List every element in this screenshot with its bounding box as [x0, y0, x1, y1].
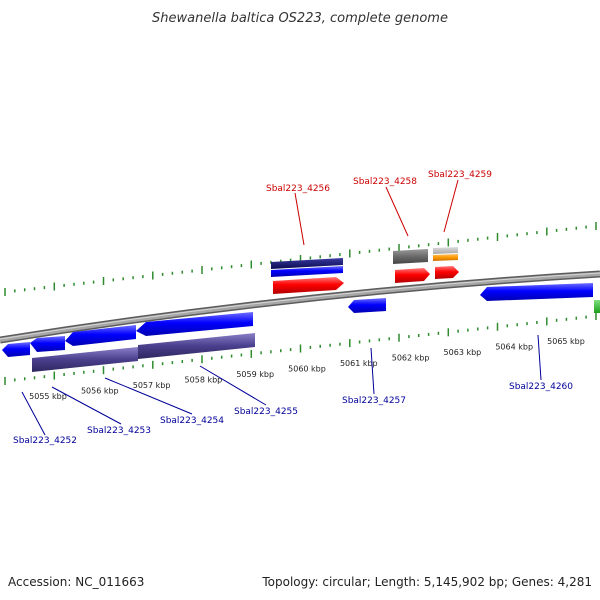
gene-Sbal223_4258-gray[interactable] — [393, 249, 428, 264]
inner-tick-track — [4, 312, 597, 385]
gene-label-Sbal223_4254[interactable]: Sbal223_4254 — [160, 416, 224, 426]
accession-text: Accession: NC_011663 — [8, 575, 144, 589]
kbp-label: 5060 kbp — [288, 365, 326, 374]
gene-label-Sbal223_4260[interactable]: Sbal223_4260 — [509, 382, 573, 392]
kbp-label: 5056 kbp — [81, 387, 119, 396]
reverse-strand-genes — [2, 283, 600, 372]
gene-Sbal223_4259[interactable] — [435, 266, 459, 279]
kbp-label: 5064 kbp — [495, 343, 533, 352]
kbp-scale: 5055 kbp 5056 kbp 5057 kbp 5058 kbp 5059 kbp… — [29, 337, 585, 401]
kbp-label: 5062 kbp — [392, 354, 430, 363]
outer-tick-track — [4, 222, 597, 296]
gene-Sbal223_4256-a[interactable] — [271, 258, 343, 269]
gene-purple-b[interactable] — [138, 333, 255, 359]
kbp-label: 5057 kbp — [133, 381, 171, 390]
gene-purple-a[interactable] — [32, 347, 138, 372]
gene-label-Sbal223_4252[interactable]: Sbal223_4252 — [13, 436, 77, 446]
gene-Sbal223_4259-orange[interactable] — [433, 254, 458, 261]
gene-Sbal223_4257[interactable] — [348, 298, 386, 313]
gene-labels: Sbal223_4256 Sbal223_4258 Sbal223_4259 S… — [13, 170, 573, 446]
gene-label-Sbal223_4258[interactable]: Sbal223_4258 — [353, 177, 417, 187]
genome-backbone — [0, 270, 600, 344]
kbp-label: 5058 kbp — [185, 376, 223, 385]
gene-label-Sbal223_4256[interactable]: Sbal223_4256 — [266, 184, 330, 194]
gene-label-Sbal223_4255[interactable]: Sbal223_4255 — [234, 407, 298, 417]
gene-Sbal223_4260[interactable] — [480, 283, 593, 301]
gene-Sbal223_4256-b[interactable] — [271, 266, 343, 277]
forward-strand-genes — [271, 247, 459, 294]
genome-title: Shewanella baltica OS223, complete genom… — [152, 11, 448, 26]
genome-summary-text: Topology: circular; Length: 5,145,902 bp… — [261, 575, 592, 589]
kbp-label: 5059 kbp — [236, 370, 274, 379]
gene-Sbal223_4255[interactable] — [136, 312, 253, 336]
gene-Sbal223_4253[interactable] — [30, 336, 65, 352]
kbp-label: 5063 kbp — [444, 348, 482, 357]
kbp-label: 5055 kbp — [29, 392, 67, 401]
gene-label-Sbal223_4257[interactable]: Sbal223_4257 — [342, 396, 406, 406]
gene-green-edge[interactable] — [594, 300, 600, 313]
gene-label-Sbal223_4253[interactable]: Sbal223_4253 — [87, 426, 151, 436]
kbp-label: 5065 kbp — [547, 337, 585, 346]
gene-Sbal223_4256[interactable] — [273, 277, 344, 294]
gene-Sbal223_4252[interactable] — [2, 342, 30, 357]
gene-Sbal223_4254[interactable] — [65, 325, 136, 346]
gene-Sbal223_4259-light[interactable] — [433, 247, 458, 254]
gene-label-Sbal223_4259[interactable]: Sbal223_4259 — [428, 170, 492, 180]
gene-Sbal223_4258[interactable] — [395, 268, 430, 283]
kbp-label: 5061 kbp — [340, 359, 378, 368]
